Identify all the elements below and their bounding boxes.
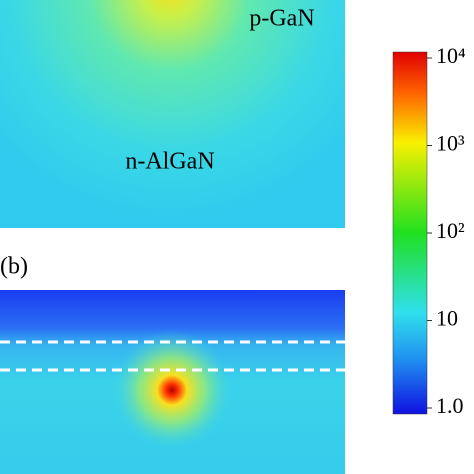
- tick-label: 10²: [436, 218, 465, 243]
- colorbar: [392, 51, 428, 415]
- tick-label: 10: [436, 306, 458, 331]
- colorbar-ticks: 10⁴ 10³ 10² 10 1.0: [427, 43, 466, 418]
- region-label: p-GaN: [249, 6, 314, 32]
- panel-a-map: [0, 0, 345, 228]
- hot-spot: [0, 290, 345, 474]
- tick-label: 10³: [436, 131, 465, 156]
- region-label: n-AlGaN: [125, 149, 214, 175]
- tick-label: 10⁴: [436, 43, 466, 68]
- panel-label: (b): [0, 254, 28, 280]
- tick-label: 1.0: [436, 393, 464, 418]
